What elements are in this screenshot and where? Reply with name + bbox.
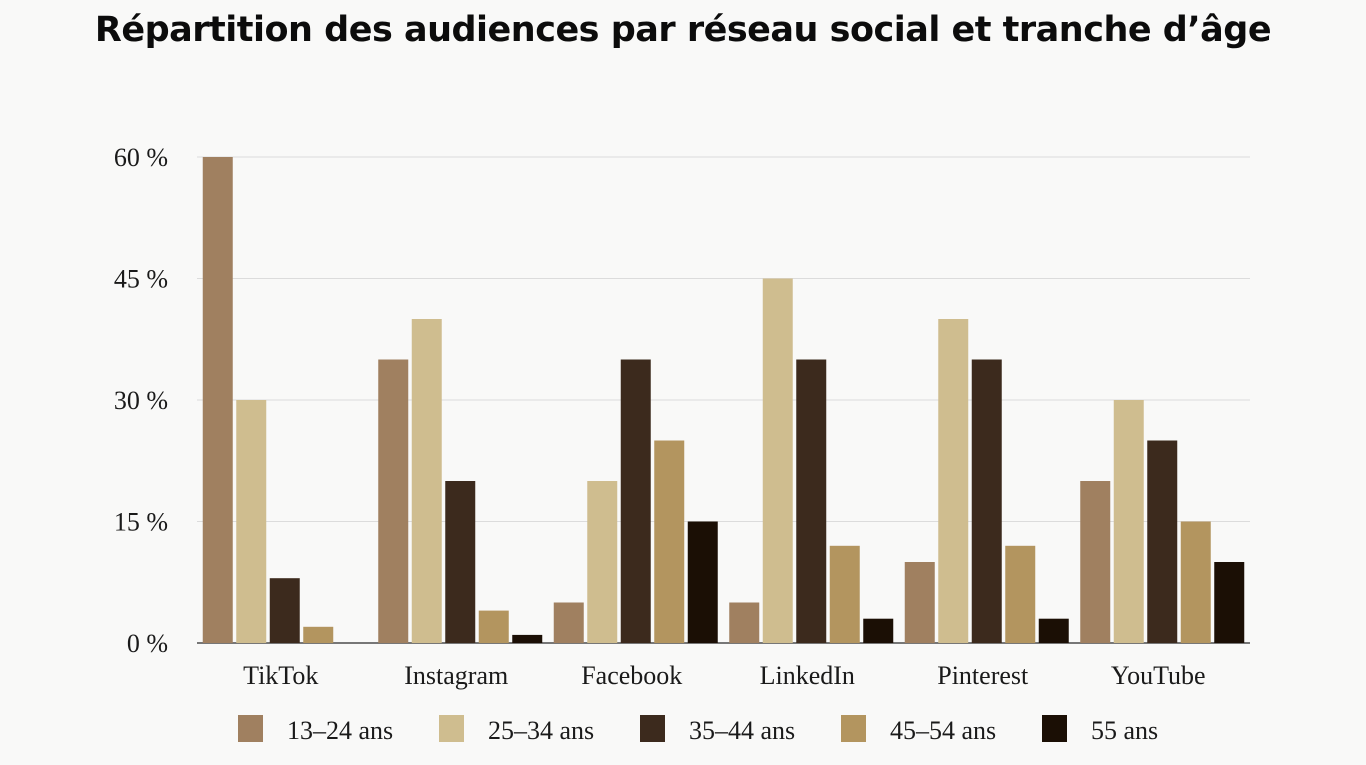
bar-youtube-series-4 (1180, 521, 1211, 643)
bar-instagram-series-1 (378, 359, 409, 643)
legend-swatch (1042, 715, 1067, 742)
bars (202, 157, 1245, 643)
bar-tiktok-series-2 (236, 400, 267, 643)
y-tick-label: 30 % (114, 386, 168, 415)
bar-pinterest-series-4 (1005, 545, 1036, 643)
bar-youtube-series-2 (1113, 400, 1144, 643)
bar-tiktok-series-3 (269, 578, 300, 643)
gridlines (197, 156, 1250, 644)
y-axis: 0 % 15 % 30 % 45 % 60 % (114, 143, 168, 658)
y-tick-label: 0 % (127, 629, 168, 658)
x-tick-label: Pinterest (937, 661, 1029, 690)
y-tick-label: 45 % (114, 265, 168, 294)
bar-youtube-series-3 (1147, 440, 1178, 643)
bar-tiktok-series-4 (303, 626, 334, 643)
bar-linkedin-series-3 (796, 359, 827, 643)
y-tick-label: 60 % (114, 143, 168, 172)
legend-label: 13–24 ans (287, 716, 393, 745)
legend-swatch (640, 715, 665, 742)
bar-linkedin-series-2 (762, 278, 793, 643)
legend-label: 25–34 ans (488, 716, 594, 745)
bar-pinterest-series-2 (938, 319, 969, 643)
bar-pinterest-series-3 (971, 359, 1002, 643)
bar-instagram-series-5 (512, 634, 543, 643)
bar-linkedin-series-5 (863, 618, 894, 643)
legend-swatch (439, 715, 464, 742)
x-tick-label: TikTok (243, 661, 318, 690)
legend: 13–24 ans 25–34 ans 35–44 ans 45–54 ans 55 a… (238, 715, 1158, 745)
x-axis: TikTok Instagram Facebook LinkedIn Pinterest… (243, 661, 1205, 690)
legend-label: 55 ans (1091, 716, 1158, 745)
legend-label: 35–44 ans (689, 716, 795, 745)
bar-youtube-series-1 (1080, 481, 1111, 643)
bar-pinterest-series-5 (1038, 618, 1069, 643)
bar-instagram-series-2 (411, 319, 442, 643)
legend-swatch (238, 715, 263, 742)
bar-facebook-series-5 (687, 521, 718, 643)
x-tick-label: LinkedIn (760, 661, 855, 690)
y-tick-label: 15 % (114, 508, 168, 537)
bar-linkedin-series-1 (729, 602, 760, 643)
bar-tiktok-series-1 (202, 157, 233, 643)
legend-swatch (841, 715, 866, 742)
legend-label: 45–54 ans (890, 716, 996, 745)
x-tick-label: Facebook (581, 661, 682, 690)
chart-title: Répartition des audiences par réseau soc… (94, 10, 1272, 50)
bar-facebook-series-2 (587, 481, 618, 643)
bar-facebook-series-1 (553, 602, 584, 643)
x-tick-label: YouTube (1111, 661, 1206, 690)
bar-facebook-series-3 (620, 359, 651, 643)
bar-instagram-series-4 (478, 610, 509, 643)
bar-instagram-series-3 (445, 481, 476, 643)
bar-linkedin-series-4 (829, 545, 860, 643)
bar-pinterest-series-1 (904, 562, 935, 643)
bar-facebook-series-4 (654, 440, 685, 643)
bar-youtube-series-5 (1214, 562, 1245, 643)
x-tick-label: Instagram (404, 661, 508, 690)
